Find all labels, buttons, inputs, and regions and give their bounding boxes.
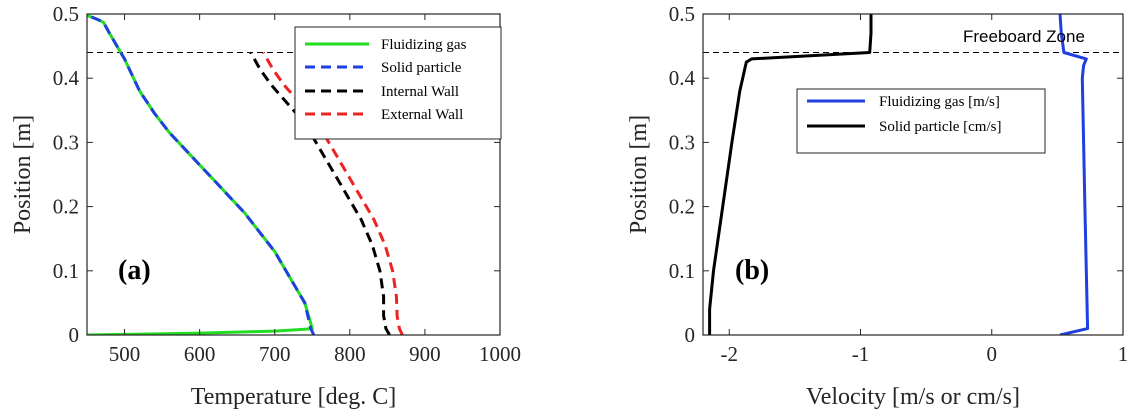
legend-entry-2: Internal Wall [381, 84, 459, 100]
series-group [87, 14, 404, 335]
x-tick-label: 500 [109, 342, 141, 366]
x-tick-label: 0 [987, 342, 998, 366]
legend-entry-1: Solid particle [381, 60, 462, 76]
legend-entry-3: External Wall [381, 107, 463, 123]
x-tick-label: 1 [1118, 342, 1127, 366]
x-tick-label: -1 [852, 342, 870, 366]
panel-a: 500 600 700 800 900 1000 0 0.1 0.2 0.3 0.4 0.5 Tempe… [10, 2, 521, 410]
panel-label: (b) [735, 255, 769, 286]
x-tick-label: 800 [334, 342, 366, 366]
legend: Fluidizing gas Solid particle Internal Wal… [294, 26, 502, 140]
y-tick-label: 0 [69, 323, 80, 347]
y-tick-label: 0.1 [669, 259, 695, 283]
x-tick-label: -2 [721, 342, 739, 366]
plot-area [703, 14, 1123, 335]
x-tick-label: 1000 [479, 342, 521, 366]
y-tick-label: 0.2 [53, 195, 79, 219]
y-axis-label: Position [m] [626, 115, 652, 234]
y-tick-label: 0.3 [53, 130, 79, 154]
series-line-2 [249, 51, 391, 335]
series-line-1 [708, 14, 873, 335]
x-axis-label: Velocity [m/s or cm/s] [806, 384, 1020, 410]
y-axis-label: Position [m] [10, 115, 36, 234]
legend-entry-0: Fluidizing gas [m/s] [879, 94, 1000, 110]
y-tick-label: 0.3 [669, 130, 695, 154]
y-tick-label: 0.1 [53, 259, 79, 283]
axes-box [702, 13, 1124, 336]
series-line-3 [262, 51, 404, 335]
series-line-0 [1058, 14, 1090, 335]
legend-box [294, 26, 502, 140]
axes-box [86, 13, 501, 336]
annotation-text: Freeboard Zone [963, 27, 1085, 46]
y-tick-label: 0.4 [53, 66, 80, 90]
series-group [708, 14, 1090, 335]
panel-label: (a) [118, 255, 151, 286]
y-tick-label: 0.4 [669, 66, 696, 90]
x-tick-label: 600 [184, 342, 216, 366]
y-tick-label: 0 [685, 323, 696, 347]
series-line-1 [87, 14, 316, 335]
y-tick-label: 0.2 [669, 195, 695, 219]
x-tick-label: 900 [409, 342, 441, 366]
x-axis-label: Temperature [deg. C] [191, 384, 397, 410]
panel-b: -2 -1 0 1 0 0.1 0.2 0.3 0.4 0.5 Velocity [m/s or c… [626, 2, 1127, 410]
y-tick-label: 0.5 [669, 2, 695, 26]
y-tick-label: 0.5 [53, 2, 79, 26]
x-tick-label: 700 [259, 342, 291, 366]
legend-entry-0: Fluidizing gas [381, 37, 467, 53]
legend: Fluidizing gas [m/s] Solid particle [cm/s… [796, 88, 1046, 154]
legend-entry-1: Solid particle [cm/s] [879, 119, 1001, 135]
